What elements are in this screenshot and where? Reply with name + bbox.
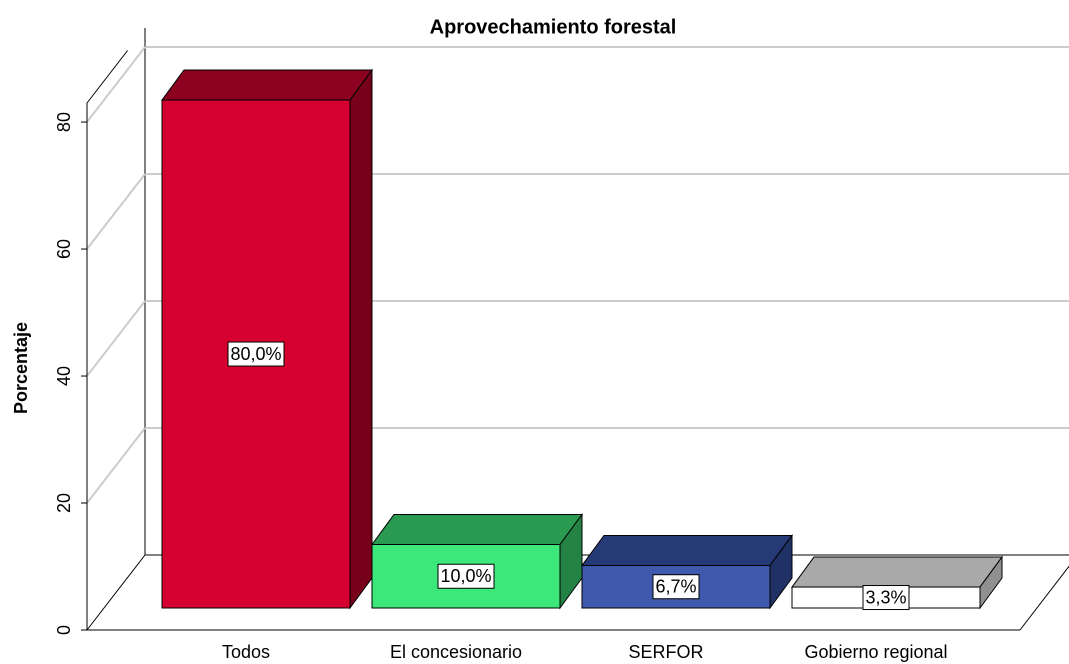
value-label: 80,0% (230, 344, 281, 364)
value-label: 10,0% (440, 566, 491, 586)
x-tick-label: SERFOR (628, 642, 703, 662)
y-axis-label: Porcentaje (11, 322, 31, 414)
value-label-box (437, 563, 495, 589)
bar-top (371, 514, 583, 546)
grid-line (86, 173, 146, 250)
grid-line (86, 46, 146, 123)
y-tick-label: 20 (54, 493, 74, 513)
bar-side (349, 68, 373, 610)
floor-right (1019, 565, 1069, 631)
x-tick-label: Gobierno regional (804, 642, 947, 662)
x-tick-label: Todos (222, 642, 270, 662)
x-tick-label: El concesionario (390, 642, 522, 662)
value-label-box (227, 341, 285, 367)
wall-top (86, 50, 128, 104)
value-label-box (652, 574, 700, 600)
floor-left (86, 554, 146, 631)
y-tick-label: 60 (54, 239, 74, 259)
grid-line (86, 427, 146, 504)
bar-top (581, 534, 793, 566)
y-tick-label: 80 (54, 112, 74, 132)
grid-line (86, 300, 146, 377)
bar-top (791, 556, 1003, 588)
bar-top (161, 69, 373, 101)
y-tick-label: 40 (54, 366, 74, 386)
chart-title: Aprovechamiento forestal (430, 16, 677, 38)
value-label-box (862, 585, 910, 611)
y-tick-label: 0 (54, 625, 74, 635)
value-label: 6,7% (655, 576, 696, 596)
value-label: 3,3% (865, 587, 906, 607)
